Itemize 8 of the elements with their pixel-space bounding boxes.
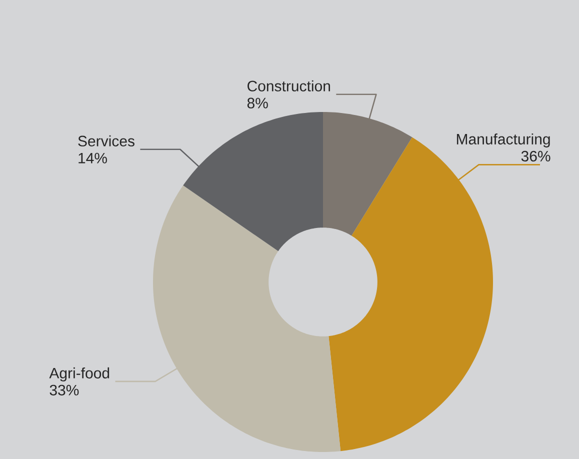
slice-label: Manufacturing [456, 133, 550, 148]
slice-label: Construction [248, 80, 330, 92]
data-label: 8% [247, 98, 268, 108]
data-label: 36% [521, 150, 550, 162]
data-label: 14% [78, 152, 107, 164]
data-label: 33% [50, 384, 79, 396]
slice-label: Agri-food [49, 367, 110, 382]
slice-label: Services [78, 135, 134, 146]
